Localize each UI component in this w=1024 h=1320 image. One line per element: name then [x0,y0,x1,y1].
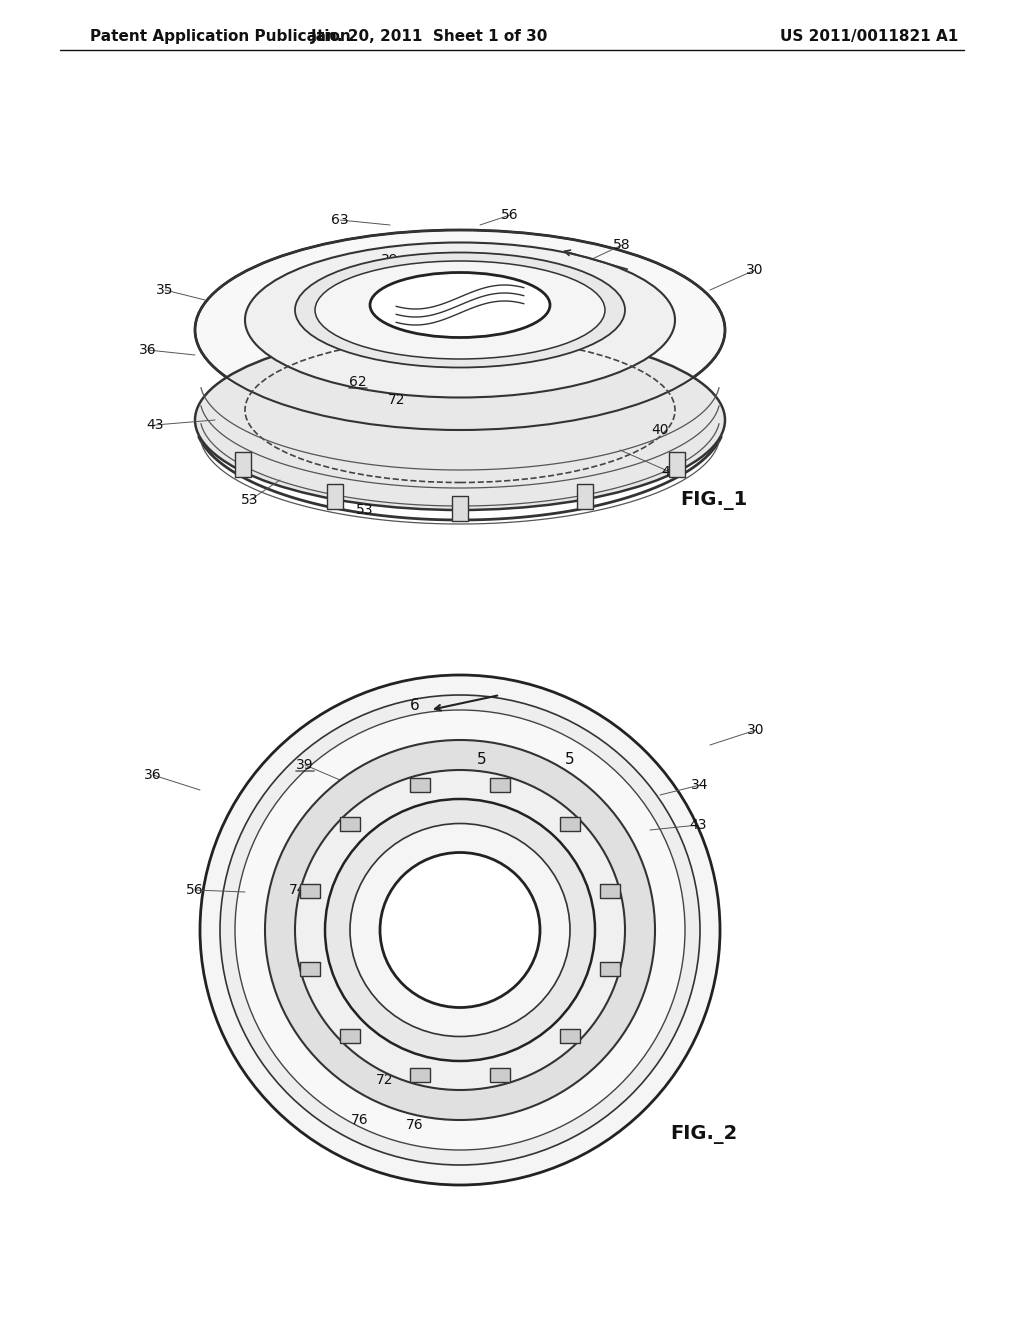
Bar [600,962,620,975]
Text: 5: 5 [477,752,486,767]
Text: 53: 53 [242,492,259,507]
Text: FIG._1: FIG._1 [680,491,748,510]
Text: 40: 40 [651,422,669,437]
Text: 34: 34 [691,777,709,792]
Bar [490,777,510,792]
Text: 30: 30 [746,263,764,277]
Ellipse shape [295,252,625,367]
Text: 71: 71 [414,325,432,339]
Bar [340,817,360,830]
Bar [410,1068,430,1082]
Text: 30: 30 [748,723,765,737]
Ellipse shape [265,741,655,1119]
FancyBboxPatch shape [669,451,684,477]
Text: 43: 43 [146,418,164,432]
Bar [600,884,620,898]
Text: 4: 4 [498,993,507,1007]
Text: 36: 36 [144,768,162,781]
Text: 35: 35 [157,282,174,297]
Text: Jan. 20, 2011  Sheet 1 of 30: Jan. 20, 2011 Sheet 1 of 30 [311,29,549,45]
Text: 6: 6 [411,697,420,713]
Ellipse shape [350,824,570,1036]
Text: 62: 62 [349,375,367,389]
FancyBboxPatch shape [452,495,468,520]
Bar [340,1030,360,1043]
Text: US 2011/0011821 A1: US 2011/0011821 A1 [780,29,958,45]
Bar [410,777,430,792]
Text: 36: 36 [139,343,157,356]
Text: 71: 71 [331,948,349,962]
Text: 76: 76 [407,1118,424,1133]
Ellipse shape [295,770,625,1090]
Ellipse shape [325,799,595,1061]
Ellipse shape [195,330,725,510]
Ellipse shape [370,272,550,338]
Bar [559,1030,580,1043]
Text: 5: 5 [565,752,574,767]
Text: 56: 56 [501,209,519,222]
Ellipse shape [200,675,720,1185]
Text: 56: 56 [186,883,204,898]
Text: 39: 39 [381,253,398,267]
Text: 35: 35 [386,1005,403,1019]
Bar [490,1068,510,1082]
Ellipse shape [245,243,675,397]
Text: Patent Application Publication: Patent Application Publication [90,29,351,45]
Text: 53: 53 [356,503,374,517]
Ellipse shape [234,710,685,1150]
FancyBboxPatch shape [327,483,343,508]
Ellipse shape [195,230,725,430]
Text: 6: 6 [385,916,395,935]
FancyBboxPatch shape [236,451,252,477]
Text: 72: 72 [376,1073,394,1086]
Text: 58: 58 [613,238,631,252]
Ellipse shape [220,696,700,1166]
Text: FIG._2: FIG._2 [670,1126,737,1144]
Text: 74: 74 [289,883,307,898]
Text: 76: 76 [351,1113,369,1127]
Text: 43: 43 [689,818,707,832]
FancyBboxPatch shape [577,483,593,508]
Text: 63: 63 [331,213,349,227]
Ellipse shape [380,853,540,1007]
Text: 48: 48 [662,465,679,479]
Text: 72: 72 [388,393,406,407]
Bar [559,817,580,830]
Ellipse shape [315,261,605,359]
Bar [300,962,321,975]
Bar [300,884,321,898]
Text: 39: 39 [296,758,313,772]
